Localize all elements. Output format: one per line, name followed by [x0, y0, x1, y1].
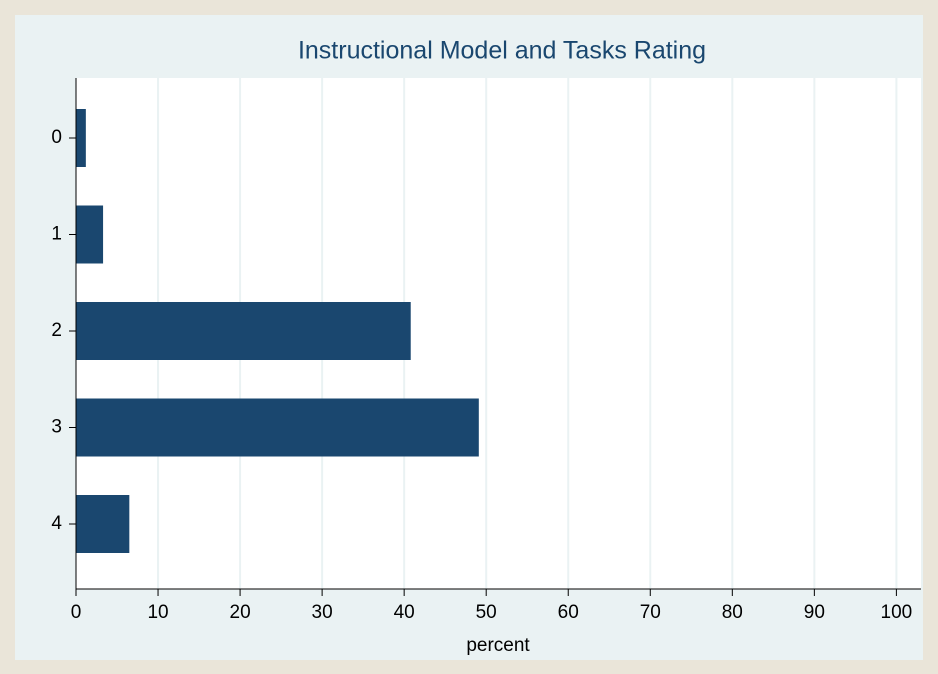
x-tick-label: 90: [804, 602, 825, 623]
x-tick-label: 10: [147, 602, 168, 623]
chart-title: Instructional Model and Tasks Rating: [298, 37, 706, 65]
x-tick-label: 50: [476, 602, 497, 623]
y-tick-label: 3: [51, 417, 62, 438]
x-tick-label: 0: [71, 602, 82, 623]
x-tick-label: 100: [881, 602, 913, 623]
y-tick-label: 4: [51, 513, 62, 534]
x-tick-label: 80: [722, 602, 743, 623]
y-tick-label: 0: [51, 127, 62, 148]
x-axis-label: percent: [466, 635, 530, 656]
x-tick-label: 30: [312, 602, 333, 623]
bar: [76, 109, 86, 167]
bar: [76, 302, 411, 360]
y-tick-label: 1: [51, 224, 62, 245]
bar: [76, 495, 130, 553]
bar: [76, 205, 104, 264]
x-tick-label: 20: [230, 602, 251, 623]
y-tick-label: 2: [51, 320, 62, 341]
x-tick-label: 60: [558, 602, 579, 623]
x-tick-label: 40: [394, 602, 415, 623]
x-tick-label: 70: [640, 602, 661, 623]
bar: [76, 398, 479, 457]
